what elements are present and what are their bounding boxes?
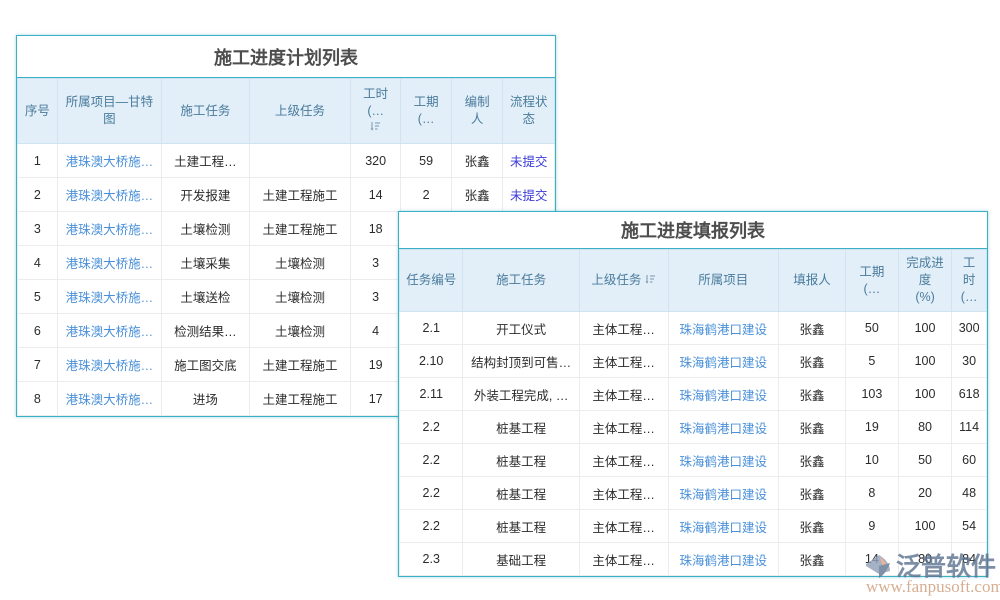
svg-text:www.fanpusoft.com: www.fanpusoft.com xyxy=(866,577,1000,596)
